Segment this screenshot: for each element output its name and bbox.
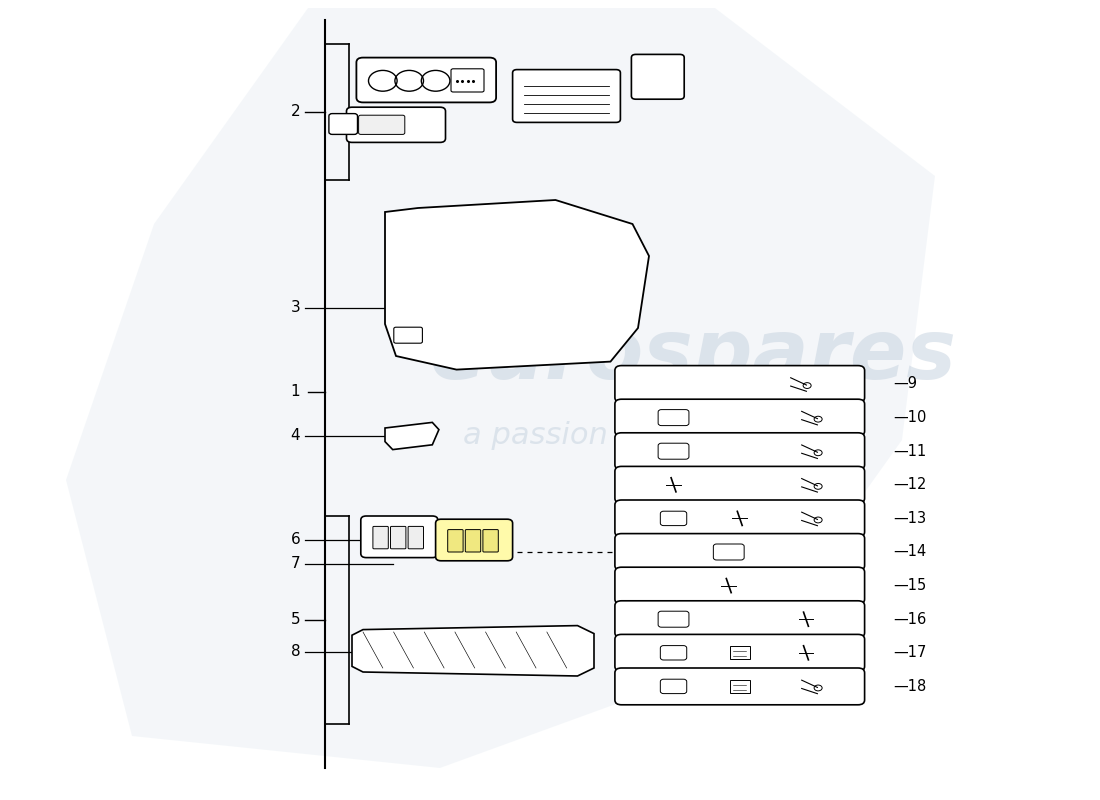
- Text: 6: 6: [290, 533, 300, 547]
- Text: —17: —17: [893, 646, 926, 660]
- Text: 5: 5: [290, 613, 300, 627]
- Text: 3: 3: [290, 301, 300, 315]
- FancyBboxPatch shape: [615, 567, 865, 604]
- Text: since 1985: since 1985: [664, 470, 832, 498]
- PathPatch shape: [66, 8, 935, 768]
- Text: 2: 2: [290, 105, 300, 119]
- FancyBboxPatch shape: [615, 500, 865, 537]
- FancyBboxPatch shape: [465, 530, 481, 552]
- FancyBboxPatch shape: [483, 530, 498, 552]
- FancyBboxPatch shape: [390, 526, 406, 549]
- Polygon shape: [385, 422, 439, 450]
- FancyBboxPatch shape: [615, 534, 865, 570]
- FancyBboxPatch shape: [615, 466, 865, 503]
- Text: —12: —12: [893, 478, 926, 492]
- Text: 7: 7: [290, 557, 300, 571]
- Text: —18: —18: [893, 679, 926, 694]
- FancyBboxPatch shape: [359, 115, 405, 134]
- FancyBboxPatch shape: [346, 107, 446, 142]
- FancyBboxPatch shape: [615, 668, 865, 705]
- PathPatch shape: [385, 200, 649, 370]
- FancyBboxPatch shape: [356, 58, 496, 102]
- FancyBboxPatch shape: [615, 601, 865, 638]
- Text: —10: —10: [893, 410, 926, 425]
- FancyBboxPatch shape: [448, 530, 463, 552]
- Text: —14: —14: [893, 545, 926, 559]
- FancyBboxPatch shape: [329, 114, 358, 134]
- FancyBboxPatch shape: [615, 366, 865, 402]
- FancyBboxPatch shape: [615, 433, 865, 470]
- Text: eurospares: eurospares: [429, 315, 957, 397]
- Polygon shape: [352, 626, 594, 676]
- FancyBboxPatch shape: [373, 526, 388, 549]
- FancyBboxPatch shape: [513, 70, 620, 122]
- FancyBboxPatch shape: [631, 54, 684, 99]
- Text: —11: —11: [893, 444, 926, 458]
- FancyBboxPatch shape: [436, 519, 513, 561]
- Text: a passion for parts: a passion for parts: [463, 422, 747, 450]
- Text: —15: —15: [893, 578, 926, 593]
- FancyBboxPatch shape: [408, 526, 424, 549]
- Text: 1: 1: [290, 385, 300, 399]
- FancyBboxPatch shape: [615, 634, 865, 671]
- Text: —13: —13: [893, 511, 926, 526]
- Text: —16: —16: [893, 612, 926, 626]
- Text: —9: —9: [893, 377, 917, 391]
- FancyBboxPatch shape: [615, 399, 865, 436]
- FancyBboxPatch shape: [361, 516, 438, 558]
- FancyBboxPatch shape: [451, 69, 484, 92]
- FancyBboxPatch shape: [394, 327, 422, 343]
- Text: 4: 4: [290, 429, 300, 443]
- Text: 8: 8: [290, 645, 300, 659]
